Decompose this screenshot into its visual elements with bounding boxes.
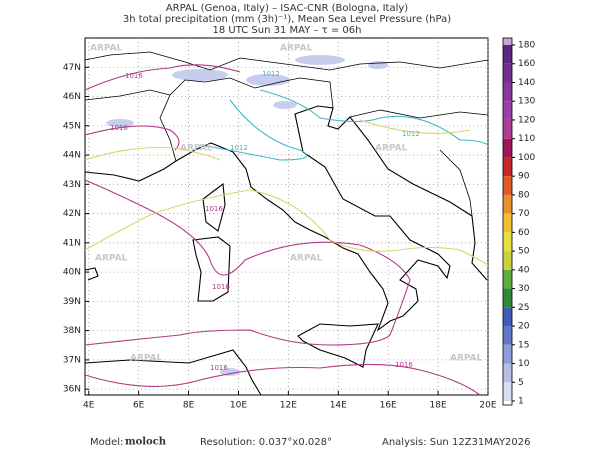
- footer-model: moloch: [125, 437, 167, 448]
- y-tick-label: 44N: [63, 151, 81, 161]
- colorbar-cell: [503, 269, 512, 289]
- colorbar-cell: [503, 363, 512, 383]
- x-tick-label: 10E: [230, 401, 247, 411]
- colorbar-label: 70: [518, 209, 530, 219]
- y-tick-label: 40N: [63, 268, 81, 278]
- colorbar-cell: [503, 401, 512, 405]
- colorbar-cell: [503, 119, 512, 139]
- watermark: ARPAL: [290, 254, 323, 264]
- isobar-label: 1016: [210, 364, 228, 372]
- colorbar-cell: [503, 138, 512, 158]
- y-tick-label: 39N: [63, 297, 81, 307]
- isobar-label: 1012: [262, 70, 280, 78]
- colorbar-cell: [503, 344, 512, 364]
- y-tick-label: 42N: [63, 209, 81, 219]
- colorbar-label: 100: [518, 153, 535, 163]
- colorbar-label: 60: [518, 228, 530, 238]
- colorbar-label: 160: [518, 59, 535, 69]
- colorbar-cell: [503, 157, 512, 177]
- colorbar-label: 10: [518, 359, 530, 369]
- watermark: ARPAL: [280, 44, 313, 54]
- colorbar-cell: [503, 382, 512, 401]
- watermark: ARPAL: [90, 44, 123, 54]
- isobars: [84, 64, 489, 396]
- watermark: ARPAL: [450, 354, 483, 364]
- colorbar-label: 20: [518, 322, 530, 332]
- colorbar-cell: [503, 194, 512, 214]
- title-line: 18 UTC Sun 31 MAY – τ = 06h: [213, 25, 362, 36]
- colorbar-cell: [503, 326, 512, 345]
- colorbar-label: 15: [518, 340, 529, 350]
- colorbar-label: 130: [518, 97, 535, 107]
- colorbar-cell: [503, 307, 512, 327]
- map-frame: [84, 37, 489, 396]
- watermark: ARPAL: [375, 144, 408, 154]
- map: 1016 1016 1016 1016 1016 1016 1012 1012 …: [63, 37, 497, 411]
- y-tick-label: 37N: [63, 355, 81, 365]
- colorbar-label: 120: [518, 115, 535, 125]
- borders: [84, 51, 489, 217]
- y-tick-label: 41N: [63, 238, 81, 248]
- colorbar-label: 80: [518, 190, 530, 200]
- y-tick-label: 36N: [63, 385, 81, 395]
- x-tick-label: 12E: [280, 401, 297, 411]
- footer-analysis: Analysis: Sun 12Z31MAY2026: [382, 437, 531, 448]
- colorbar-cell: [503, 63, 512, 83]
- colorbar-label: 50: [518, 247, 530, 257]
- x-tick-label: 14E: [330, 401, 347, 411]
- x-tick-label: 18E: [430, 401, 447, 411]
- isobar-label: 1016: [125, 72, 143, 80]
- colorbar-label: 40: [518, 265, 530, 275]
- colorbar-label: 140: [518, 78, 535, 88]
- y-tick-label: 38N: [63, 326, 81, 336]
- y-tick-label: 43N: [63, 180, 81, 190]
- colorbar-cell: [503, 251, 512, 270]
- y-tick-label: 45N: [63, 121, 81, 131]
- colorbar-label: 90: [518, 172, 530, 182]
- footer-resolution: Resolution: 0.037°x0.028°: [200, 437, 332, 448]
- colorbar-cell: [503, 38, 512, 45]
- x-tick-label: 6E: [133, 401, 145, 411]
- colorbar-cell: [503, 176, 512, 195]
- x-tick-label: 20E: [479, 401, 496, 411]
- colorbar-label: 110: [518, 134, 535, 144]
- watermark: ARPAL: [95, 254, 128, 264]
- watermarks: ARPAL ARPAL ARPAL ARPAL ARPAL ARPAL ARPA…: [90, 44, 483, 364]
- colorbar-label: 1: [518, 397, 524, 407]
- isobar-label: 1016: [395, 361, 413, 369]
- colorbar-label: 5: [518, 378, 524, 388]
- colorbar-cell: [503, 45, 512, 64]
- y-tick-label: 47N: [63, 63, 81, 73]
- x-tick-label: 16E: [380, 401, 397, 411]
- isobar-label: 1012: [402, 130, 420, 138]
- colorbar-frame: [502, 37, 513, 406]
- colorbar-label: 25: [518, 303, 529, 313]
- isobar-label: 1016: [212, 283, 230, 291]
- colorbar-cell: [503, 232, 512, 252]
- colorbar-label: 30: [518, 284, 530, 294]
- x-tick-label: 8E: [183, 401, 195, 411]
- y-tick-label: 46N: [63, 92, 81, 102]
- isobar-labels: 1016 1016 1016 1016 1016 1016 1012 1012 …: [110, 70, 420, 372]
- title-line: 3h total precipitation (mm (3h)⁻¹), Mean…: [123, 14, 451, 25]
- isobar-label: 1016: [205, 205, 223, 213]
- watermark: ARPAL: [130, 354, 163, 364]
- watermark: ARPAL: [180, 144, 213, 154]
- colorbar-cell: [503, 213, 512, 233]
- isobar-label: 1016: [110, 124, 128, 132]
- colorbar-cell: [503, 288, 512, 308]
- colorbar-label: 180: [518, 41, 535, 51]
- title-line: ARPAL (Genoa, Italy) – ISAC-CNR (Bologna…: [166, 3, 408, 14]
- footer-label: Model:: [90, 437, 123, 448]
- axes: 4E 6E 8E 10E 12E 14E 16E 18E 20E 36N 37N 38N 39N 40N 4…: [63, 63, 497, 411]
- colorbar-cell: [503, 82, 512, 102]
- isobar-label: 1012: [230, 144, 248, 152]
- colorbar-cell: [503, 101, 512, 120]
- x-tick-label: 4E: [83, 401, 95, 411]
- colorbar: 1510152025304050607080901001101201301401…: [502, 37, 535, 407]
